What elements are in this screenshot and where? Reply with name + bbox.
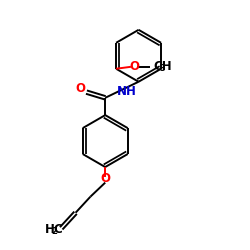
Text: 3: 3 bbox=[160, 64, 166, 73]
Text: H: H bbox=[45, 223, 55, 236]
Text: CH: CH bbox=[153, 60, 172, 72]
Text: O: O bbox=[100, 172, 110, 185]
Text: O: O bbox=[76, 82, 86, 96]
Text: C: C bbox=[54, 223, 62, 236]
Text: NH: NH bbox=[116, 84, 136, 98]
Text: 2: 2 bbox=[51, 227, 57, 236]
Text: O: O bbox=[129, 60, 139, 73]
